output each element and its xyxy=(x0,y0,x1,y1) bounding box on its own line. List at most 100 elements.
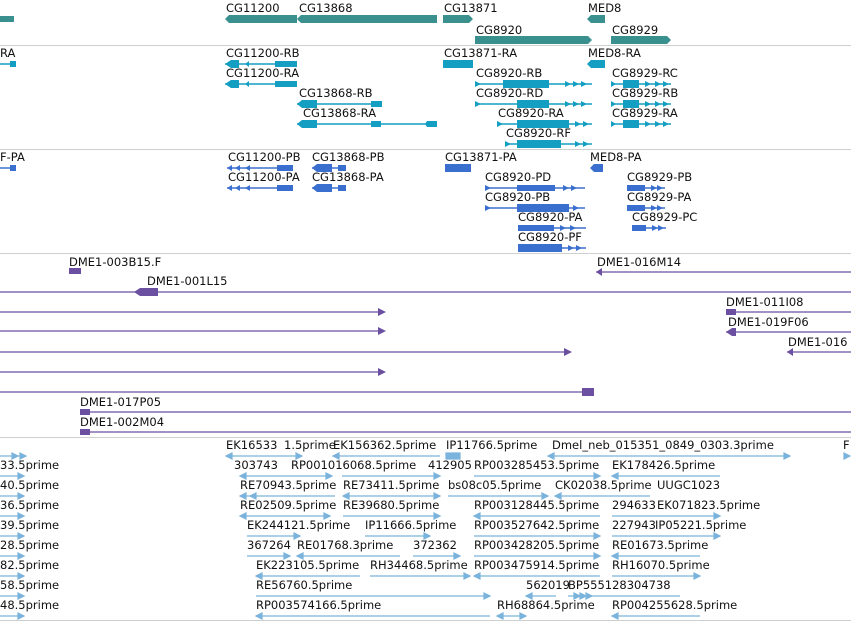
clone-label[interactable]: DME1-003B15.F xyxy=(69,255,162,269)
transcript-glyph[interactable] xyxy=(227,164,297,172)
est-label[interactable]: 39.5prime xyxy=(0,518,60,532)
clone-glyph[interactable] xyxy=(596,268,851,276)
est-label[interactable]: 303743 xyxy=(234,458,278,472)
transcript-glyph[interactable] xyxy=(227,184,297,192)
clone-glyph[interactable] xyxy=(0,327,390,335)
est-label[interactable]: RP003128445.5prime xyxy=(474,498,600,512)
transcript-label[interactable]: CG13868-PA xyxy=(312,170,384,184)
est-label[interactable]: RP003475914.5prime xyxy=(474,558,600,572)
est-glyph[interactable] xyxy=(0,592,851,600)
transcript-label[interactable]: CG13871-RA xyxy=(444,46,518,60)
est-label[interactable]: RP001016068.5prime xyxy=(291,458,417,472)
transcript-glyph[interactable] xyxy=(312,184,346,192)
est-label[interactable]: bs08c05.5prime xyxy=(448,478,542,492)
transcript-label[interactable]: CG8929-RB xyxy=(612,86,679,100)
gene-glyph[interactable] xyxy=(297,15,437,23)
transcript-glyph[interactable] xyxy=(627,184,665,192)
est-label[interactable]: RE01673.5prime xyxy=(612,538,709,552)
transcript-label[interactable]: MED8-PA xyxy=(590,150,642,164)
est-label[interactable]: EK156362.5prime xyxy=(333,438,437,452)
est-glyph[interactable] xyxy=(0,472,851,480)
est-label[interactable]: 412905 xyxy=(428,458,472,472)
transcript-label[interactable]: RA xyxy=(0,46,16,60)
est-label[interactable]: RE01768.3prime xyxy=(297,538,394,552)
est-label[interactable]: 372362 xyxy=(413,538,457,552)
transcript-glyph[interactable] xyxy=(505,140,592,148)
est-label[interactable]: IP05221.5prime xyxy=(655,518,747,532)
clone-label[interactable]: DME1-011I08 xyxy=(726,295,804,309)
transcript-label[interactable]: CG13868-PB xyxy=(312,150,385,164)
transcript-label[interactable]: CG11200-RA xyxy=(226,66,300,80)
est-label[interactable]: 40.5prime xyxy=(0,478,60,492)
transcript-glyph[interactable] xyxy=(297,120,437,128)
clone-label[interactable]: DME1-016M14 xyxy=(597,255,682,269)
clone-label[interactable]: DME1-017P05 xyxy=(80,395,162,409)
est-label[interactable]: 28.5prime xyxy=(0,538,60,552)
clone-glyph[interactable] xyxy=(726,308,851,316)
transcript-label[interactable]: CG8929-PC xyxy=(632,210,698,224)
clone-glyph[interactable] xyxy=(80,428,851,436)
clone-label[interactable]: DME1-016 xyxy=(788,335,848,349)
transcript-label[interactable]: CG13868-RB xyxy=(299,86,373,100)
est-glyph[interactable] xyxy=(0,552,851,560)
transcript-label[interactable]: CG8920-RD xyxy=(476,86,544,100)
est-glyph[interactable] xyxy=(0,532,851,540)
est-label[interactable]: EK16533 xyxy=(226,438,278,452)
transcript-label[interactable]: CG11200-RB xyxy=(226,46,300,60)
est-label[interactable]: 1.5prime xyxy=(284,438,336,452)
transcript-label[interactable]: MED8-RA xyxy=(588,46,641,60)
est-label[interactable]: BP555128304738 xyxy=(568,578,671,592)
transcript-label[interactable]: CG8929-PB xyxy=(627,170,693,184)
gene-label[interactable]: CG13868 xyxy=(299,1,353,15)
est-label[interactable]: IP11666.5prime xyxy=(365,518,457,532)
transcript-label[interactable]: CG8920-RB xyxy=(476,66,543,80)
transcript-glyph[interactable] xyxy=(518,244,586,252)
transcript-glyph[interactable] xyxy=(627,204,665,212)
transcript-label[interactable]: CG8929-PA xyxy=(627,190,692,204)
gene-glyph[interactable] xyxy=(443,15,473,23)
transcript-label[interactable]: CG13871-PA xyxy=(445,150,517,164)
transcript-glyph[interactable] xyxy=(225,60,297,68)
est-label[interactable]: Dmel_neb_015351_0849_0303.3prime xyxy=(552,438,774,452)
transcript-glyph[interactable] xyxy=(518,224,586,232)
est-glyph[interactable] xyxy=(0,492,851,500)
est-label[interactable]: 227943 xyxy=(612,518,656,532)
transcript-label[interactable]: CG11200-PA xyxy=(228,170,300,184)
transcript-glyph[interactable] xyxy=(475,80,592,88)
gene-label[interactable]: CG13871 xyxy=(444,1,498,15)
gene-label[interactable]: CG11200 xyxy=(226,1,280,15)
clone-label[interactable]: DME1-002M04 xyxy=(80,415,165,429)
transcript-label[interactable]: CG8920-PB xyxy=(485,190,551,204)
est-label[interactable]: EK244121.5prime xyxy=(247,518,351,532)
transcript-glyph[interactable] xyxy=(611,100,671,108)
clone-glyph[interactable] xyxy=(80,408,851,416)
est-label[interactable]: RE56760.5prime xyxy=(256,578,353,592)
gene-label[interactable]: MED8 xyxy=(588,1,622,15)
clone-glyph[interactable] xyxy=(0,388,600,396)
transcript-label[interactable]: CG8920-PF xyxy=(518,230,582,244)
transcript-glyph[interactable] xyxy=(497,120,592,128)
transcript-glyph[interactable] xyxy=(590,164,603,172)
transcript-label[interactable]: CG8920-PA xyxy=(518,210,583,224)
est-label[interactable]: RE02509.5prime xyxy=(240,498,337,512)
est-glyph[interactable] xyxy=(0,612,851,620)
transcript-glyph[interactable] xyxy=(611,120,671,128)
est-label[interactable]: RE73411.5prime xyxy=(343,478,440,492)
gene-glyph[interactable] xyxy=(0,15,14,23)
est-label[interactable]: F xyxy=(843,438,850,452)
transcript-glyph[interactable] xyxy=(611,80,671,88)
clone-label[interactable]: DME1-001L15 xyxy=(147,274,228,288)
gene-glyph[interactable] xyxy=(475,36,592,44)
clone-glyph[interactable] xyxy=(0,368,390,376)
gene-glyph[interactable] xyxy=(225,15,297,23)
est-label[interactable]: RH68864.5prime xyxy=(497,598,595,612)
transcript-glyph[interactable] xyxy=(445,164,471,172)
est-label[interactable]: EK178426.5prime xyxy=(612,458,716,472)
est-label[interactable]: IP11766.5prime xyxy=(446,438,538,452)
est-label[interactable]: RP004255628.5prime xyxy=(612,598,738,612)
transcript-glyph[interactable] xyxy=(485,204,585,212)
clone-glyph[interactable] xyxy=(787,348,851,356)
clone-label[interactable]: DME1-019F06 xyxy=(728,315,809,329)
transcript-label[interactable]: CG11200-PB xyxy=(228,150,301,164)
